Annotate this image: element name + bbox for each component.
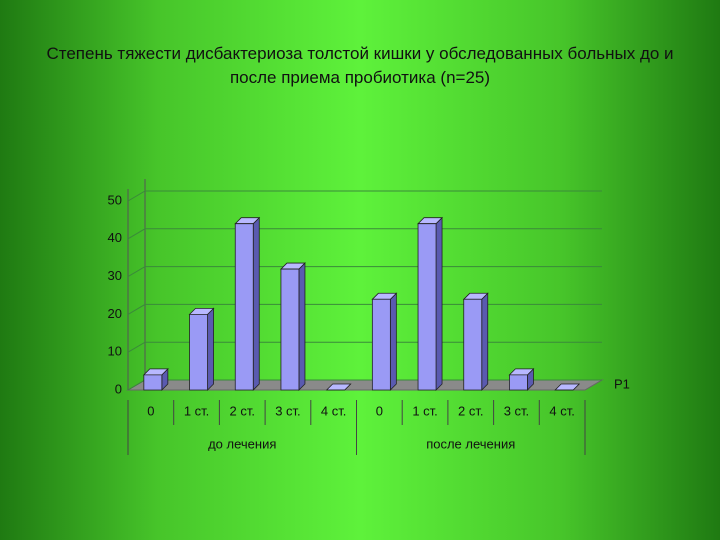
y-tick-label: 0	[115, 381, 122, 396]
group-label: после лечения	[426, 436, 515, 451]
x-tick-label: 1 ст.	[184, 403, 209, 418]
y-tick-label: 40	[108, 230, 122, 245]
bar-face	[189, 313, 208, 391]
bar	[508, 367, 535, 391]
x-tick-label: 3 ст.	[504, 403, 529, 418]
x-tick-label: 3 ст.	[275, 403, 300, 418]
grid-line	[127, 228, 602, 240]
bar-face	[371, 298, 391, 391]
bar	[279, 262, 306, 391]
bar	[462, 292, 489, 391]
y-tick-label: 20	[108, 306, 122, 321]
bar-face	[481, 292, 489, 391]
bar-face	[143, 374, 163, 391]
x-tick-label: 4 ст.	[321, 403, 346, 418]
group-label: до лечения	[208, 436, 276, 451]
bar	[554, 383, 581, 391]
bar	[371, 292, 398, 391]
y-tick-label: 30	[108, 268, 122, 283]
bar-face	[252, 216, 260, 391]
y-tick-label: 50	[108, 192, 122, 207]
bar	[417, 216, 444, 391]
bar-face	[389, 292, 397, 391]
bar-face	[280, 268, 300, 391]
bar	[234, 216, 261, 391]
bar	[142, 367, 169, 391]
bar-face	[509, 374, 528, 391]
chart-title: Степень тяжести дисбактериоза толстой ки…	[46, 44, 674, 87]
bar-face	[298, 262, 306, 391]
bar	[325, 383, 352, 391]
grid-line	[127, 190, 602, 202]
bar-face	[463, 298, 483, 391]
bar-face	[234, 223, 254, 391]
x-tick-label: 0	[147, 403, 154, 418]
x-tick-label: 1 ст.	[412, 403, 437, 418]
bar-face	[435, 216, 443, 391]
y-tick-label: 10	[108, 344, 122, 359]
x-tick-label: 0	[376, 403, 383, 418]
x-tick-label: 4 ст.	[549, 403, 574, 418]
grid-line	[127, 266, 602, 278]
x-tick-label: 2 ст.	[230, 403, 255, 418]
bar-face	[207, 307, 214, 391]
legend-label: Р1	[614, 376, 630, 391]
grid-line	[127, 303, 602, 315]
grid-line	[127, 341, 602, 353]
bar	[188, 307, 215, 391]
bar-face	[417, 223, 437, 391]
x-tick-label: 2 ст.	[458, 403, 483, 418]
